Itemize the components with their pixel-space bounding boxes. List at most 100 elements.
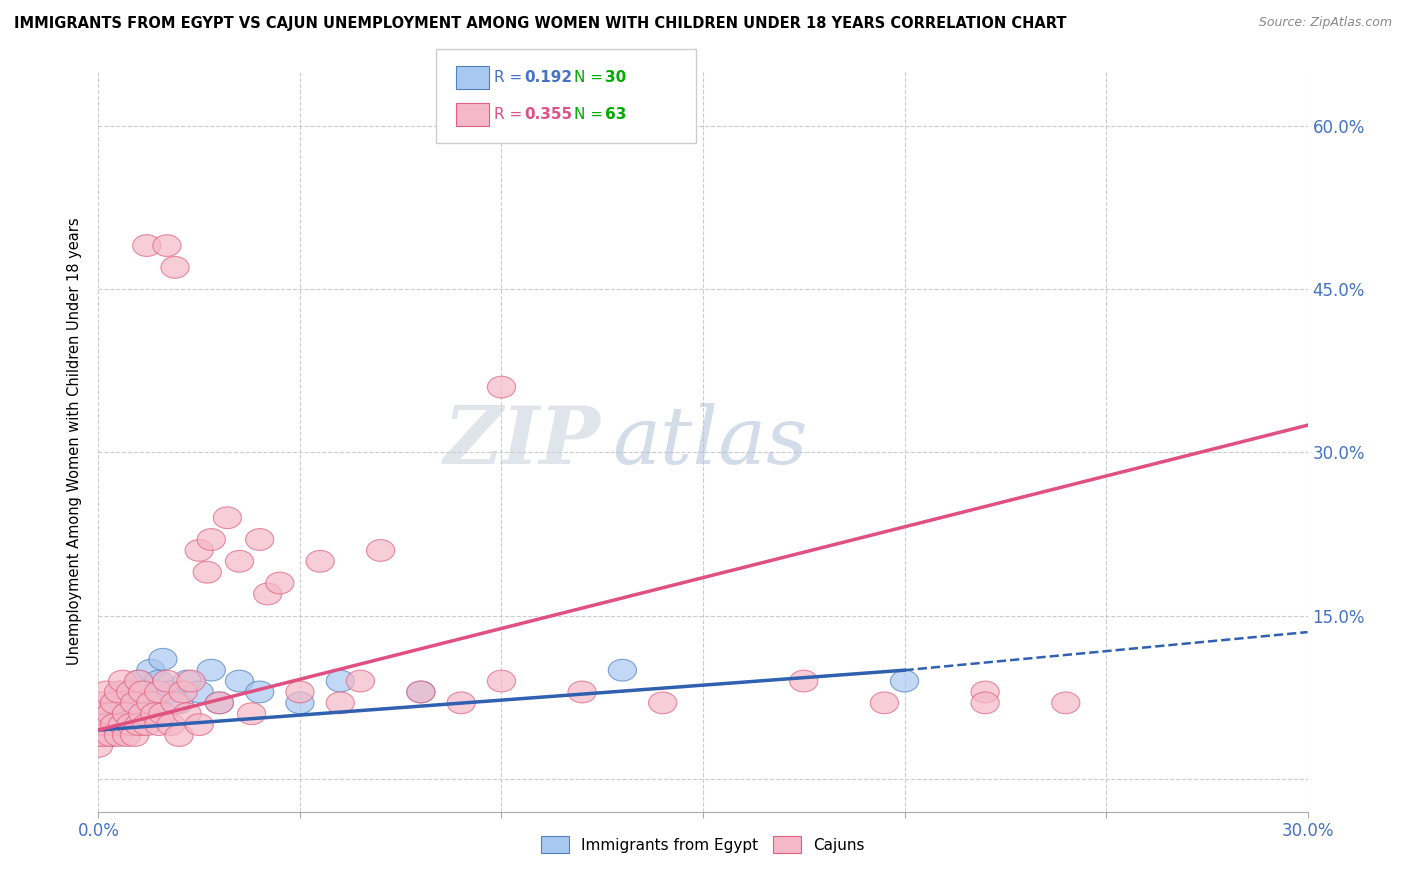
Text: Source: ZipAtlas.com: Source: ZipAtlas.com [1258, 16, 1392, 29]
Ellipse shape [100, 692, 129, 714]
Ellipse shape [173, 703, 201, 724]
Ellipse shape [246, 529, 274, 550]
Text: 63: 63 [605, 107, 626, 122]
Ellipse shape [346, 670, 374, 692]
Ellipse shape [225, 550, 253, 572]
Ellipse shape [972, 692, 1000, 714]
Ellipse shape [972, 681, 1000, 703]
Legend: Immigrants from Egypt, Cajuns: Immigrants from Egypt, Cajuns [536, 830, 870, 860]
Ellipse shape [145, 670, 173, 692]
Text: 0.355: 0.355 [524, 107, 572, 122]
Ellipse shape [149, 703, 177, 724]
Ellipse shape [1052, 692, 1080, 714]
Ellipse shape [186, 540, 214, 561]
Ellipse shape [165, 692, 193, 714]
Ellipse shape [173, 670, 201, 692]
Ellipse shape [93, 703, 121, 724]
Ellipse shape [253, 583, 281, 605]
Ellipse shape [100, 692, 129, 714]
Ellipse shape [104, 724, 132, 747]
Ellipse shape [132, 235, 160, 257]
Ellipse shape [157, 714, 186, 736]
Ellipse shape [160, 692, 188, 714]
Ellipse shape [205, 692, 233, 714]
Ellipse shape [125, 670, 153, 692]
Ellipse shape [132, 714, 160, 736]
Ellipse shape [193, 561, 221, 583]
Ellipse shape [145, 681, 173, 703]
Ellipse shape [145, 714, 173, 736]
Ellipse shape [100, 714, 129, 736]
Text: R =: R = [494, 70, 527, 85]
Ellipse shape [108, 714, 136, 736]
Ellipse shape [447, 692, 475, 714]
Ellipse shape [89, 692, 117, 714]
Text: N =: N = [574, 70, 607, 85]
Ellipse shape [246, 681, 274, 703]
Ellipse shape [141, 703, 169, 724]
Ellipse shape [93, 714, 121, 736]
Ellipse shape [108, 681, 136, 703]
Ellipse shape [165, 724, 193, 747]
Ellipse shape [149, 648, 177, 670]
Ellipse shape [89, 714, 117, 736]
Ellipse shape [406, 681, 434, 703]
Ellipse shape [225, 670, 253, 692]
Ellipse shape [112, 703, 141, 724]
Ellipse shape [238, 703, 266, 724]
Text: N =: N = [574, 107, 607, 122]
Ellipse shape [84, 736, 112, 757]
Ellipse shape [648, 692, 676, 714]
Text: 0.192: 0.192 [524, 70, 572, 85]
Ellipse shape [326, 670, 354, 692]
Ellipse shape [93, 681, 121, 703]
Ellipse shape [488, 376, 516, 398]
Ellipse shape [205, 692, 233, 714]
Ellipse shape [285, 692, 314, 714]
Ellipse shape [169, 681, 197, 703]
Ellipse shape [367, 540, 395, 561]
Ellipse shape [112, 724, 141, 747]
Ellipse shape [129, 681, 157, 703]
Ellipse shape [104, 681, 132, 703]
Ellipse shape [568, 681, 596, 703]
Ellipse shape [266, 572, 294, 594]
Ellipse shape [84, 724, 112, 747]
Ellipse shape [326, 692, 354, 714]
Ellipse shape [129, 703, 157, 724]
Ellipse shape [136, 659, 165, 681]
Ellipse shape [141, 692, 169, 714]
Ellipse shape [97, 724, 125, 747]
Ellipse shape [89, 724, 117, 747]
Ellipse shape [790, 670, 818, 692]
Ellipse shape [121, 724, 149, 747]
Ellipse shape [307, 550, 335, 572]
Ellipse shape [153, 235, 181, 257]
Ellipse shape [121, 692, 149, 714]
Ellipse shape [121, 692, 149, 714]
Ellipse shape [136, 692, 165, 714]
Ellipse shape [186, 681, 214, 703]
Ellipse shape [117, 714, 145, 736]
Ellipse shape [104, 714, 132, 736]
Ellipse shape [97, 724, 125, 747]
Ellipse shape [488, 670, 516, 692]
Ellipse shape [890, 670, 918, 692]
Ellipse shape [132, 703, 160, 724]
Ellipse shape [129, 681, 157, 703]
Y-axis label: Unemployment Among Women with Children Under 18 years: Unemployment Among Women with Children U… [67, 218, 83, 665]
Ellipse shape [186, 714, 214, 736]
Ellipse shape [609, 659, 637, 681]
Ellipse shape [117, 714, 145, 736]
Text: 30: 30 [605, 70, 626, 85]
Ellipse shape [97, 703, 125, 724]
Ellipse shape [214, 507, 242, 529]
Ellipse shape [197, 529, 225, 550]
Text: ZIP: ZIP [443, 403, 600, 480]
Ellipse shape [870, 692, 898, 714]
Ellipse shape [160, 257, 188, 278]
Ellipse shape [125, 714, 153, 736]
Ellipse shape [112, 703, 141, 724]
Ellipse shape [84, 703, 112, 724]
Ellipse shape [117, 681, 145, 703]
